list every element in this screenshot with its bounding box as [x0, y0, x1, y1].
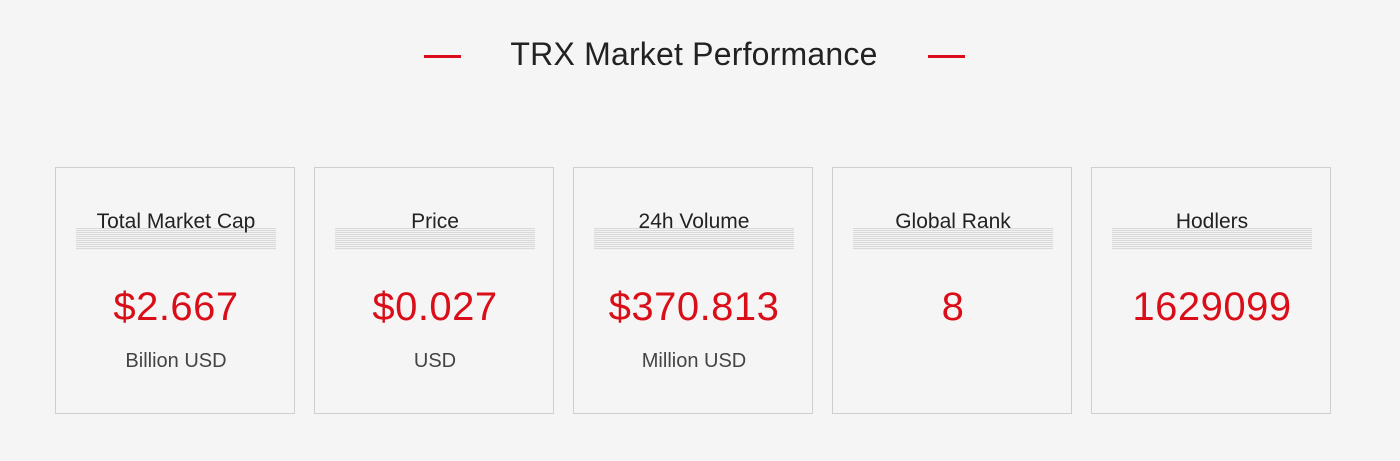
header-right-accent-line	[928, 55, 965, 58]
stat-card-global-rank: Global Rank 8	[832, 167, 1072, 414]
stat-label-wrap: 24h Volume	[594, 210, 794, 250]
stat-value: $0.027	[372, 285, 498, 329]
section-header: TRX Market Performance	[0, 30, 1400, 84]
stat-card-total-market-cap: Total Market Cap $2.667 Billion USD	[55, 167, 295, 414]
stat-card-24h-volume: 24h Volume $370.813 Million USD	[573, 167, 813, 414]
header-left-accent-line	[424, 55, 461, 58]
stat-unit: USD	[413, 350, 457, 372]
stat-label: Total Market Cap	[96, 210, 256, 233]
page-title: TRX Market Performance	[510, 36, 878, 72]
stat-value: $370.813	[608, 285, 780, 329]
stat-label-wrap: Total Market Cap	[76, 210, 276, 250]
stat-label: Hodlers	[1175, 210, 1249, 233]
stat-card-price: Price $0.027 USD	[314, 167, 554, 414]
stat-label-wrap: Price	[335, 210, 535, 250]
stat-card-hodlers: Hodlers 1629099	[1091, 167, 1331, 414]
stat-label-wrap: Global Rank	[853, 210, 1053, 250]
stat-label: Global Rank	[895, 210, 1011, 233]
stat-value: $2.667	[113, 285, 239, 329]
stat-label-underlay	[853, 228, 1053, 250]
stat-label-wrap: Hodlers	[1112, 210, 1312, 250]
stats-card-grid: Total Market Cap $2.667 Billion USD Pric…	[55, 167, 1335, 417]
stat-label-underlay	[594, 228, 794, 250]
stat-value: 1629099	[1132, 285, 1292, 329]
stat-label-underlay	[1112, 228, 1312, 250]
stat-label: Price	[411, 210, 459, 233]
stat-value: 8	[941, 285, 965, 329]
stat-unit: Million USD	[641, 350, 747, 372]
stat-label-underlay	[335, 228, 535, 250]
stat-unit: Billion USD	[125, 350, 227, 372]
stat-label-underlay	[76, 228, 276, 250]
stat-label: 24h Volume	[638, 210, 750, 233]
